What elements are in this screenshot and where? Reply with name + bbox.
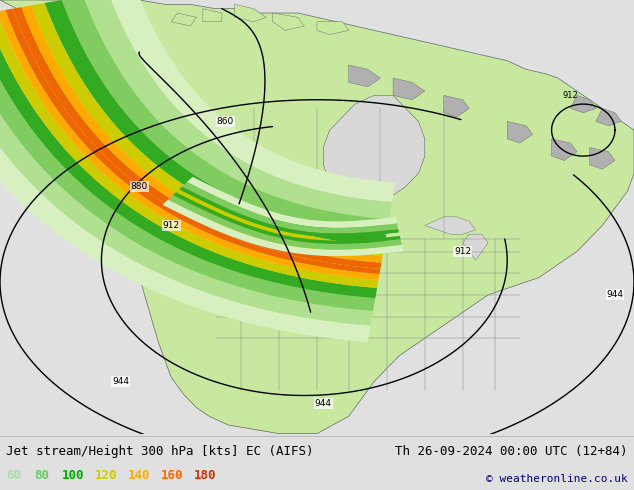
Polygon shape [507, 122, 533, 143]
Polygon shape [235, 4, 266, 22]
Text: 160: 160 [161, 469, 183, 483]
Polygon shape [317, 22, 349, 35]
Polygon shape [13, 7, 382, 269]
Text: 912: 912 [162, 221, 180, 230]
Polygon shape [0, 13, 377, 298]
Polygon shape [179, 187, 399, 237]
Polygon shape [596, 108, 621, 126]
Polygon shape [0, 16, 375, 311]
Polygon shape [203, 9, 222, 22]
Polygon shape [162, 199, 403, 256]
Polygon shape [44, 0, 386, 246]
Polygon shape [590, 147, 615, 169]
Polygon shape [0, 10, 380, 280]
Polygon shape [0, 19, 373, 325]
Polygon shape [463, 234, 488, 260]
Polygon shape [0, 0, 634, 434]
Text: Th 26-09-2024 00:00 UTC (12+84): Th 26-09-2024 00:00 UTC (12+84) [395, 445, 628, 458]
Text: 60: 60 [6, 469, 22, 483]
Text: 860: 860 [216, 117, 234, 126]
Polygon shape [552, 139, 577, 160]
Text: 180: 180 [194, 469, 216, 483]
Text: © weatheronline.co.uk: © weatheronline.co.uk [486, 474, 628, 484]
Text: 944: 944 [607, 291, 623, 299]
Polygon shape [571, 96, 596, 113]
Polygon shape [0, 11, 378, 288]
Text: 120: 120 [95, 469, 117, 483]
Polygon shape [393, 78, 425, 100]
Polygon shape [108, 0, 396, 202]
Text: 80: 80 [34, 469, 49, 483]
Polygon shape [5, 9, 380, 274]
Polygon shape [61, 0, 389, 234]
Text: 944: 944 [315, 399, 332, 408]
Polygon shape [273, 13, 304, 30]
Text: Jet stream/Height 300 hPa [kts] EC (AIFS): Jet stream/Height 300 hPa [kts] EC (AIFS… [6, 445, 314, 458]
Text: 880: 880 [131, 182, 148, 191]
Polygon shape [171, 13, 197, 26]
Polygon shape [168, 195, 402, 249]
Polygon shape [349, 65, 380, 87]
Polygon shape [83, 0, 392, 220]
Polygon shape [182, 182, 398, 234]
Polygon shape [31, 3, 384, 256]
Polygon shape [444, 96, 469, 117]
Text: 140: 140 [128, 469, 150, 483]
Text: 944: 944 [112, 377, 129, 386]
Polygon shape [323, 96, 425, 208]
Text: 100: 100 [62, 469, 84, 483]
Text: 912: 912 [454, 247, 472, 256]
Polygon shape [0, 23, 370, 342]
Text: 912: 912 [563, 91, 578, 100]
Polygon shape [187, 177, 397, 228]
Polygon shape [22, 5, 383, 263]
Polygon shape [173, 192, 401, 244]
Polygon shape [425, 217, 476, 234]
